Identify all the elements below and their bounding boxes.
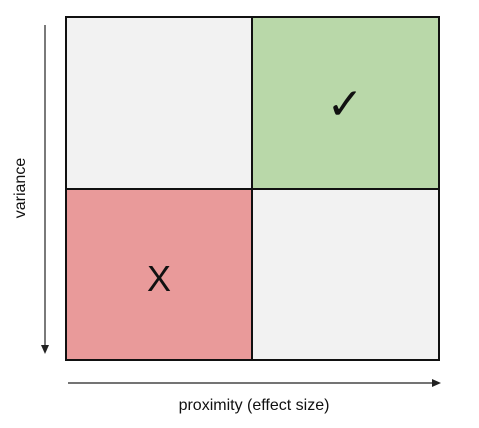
quadrant-top-left [66,17,252,189]
y-axis-label: variance [12,157,29,219]
y-axis-arrowhead [41,345,49,354]
quadrant-bottom-left [66,189,252,360]
check-mark-icon: ✓ [326,79,364,130]
quadrant-bottom-right [252,189,439,360]
x-axis-arrowhead [432,379,441,387]
quadrant-top-right [252,17,439,189]
x-mark-icon: X [146,258,171,299]
x-axis-label: proximity (effect size) [178,397,330,414]
